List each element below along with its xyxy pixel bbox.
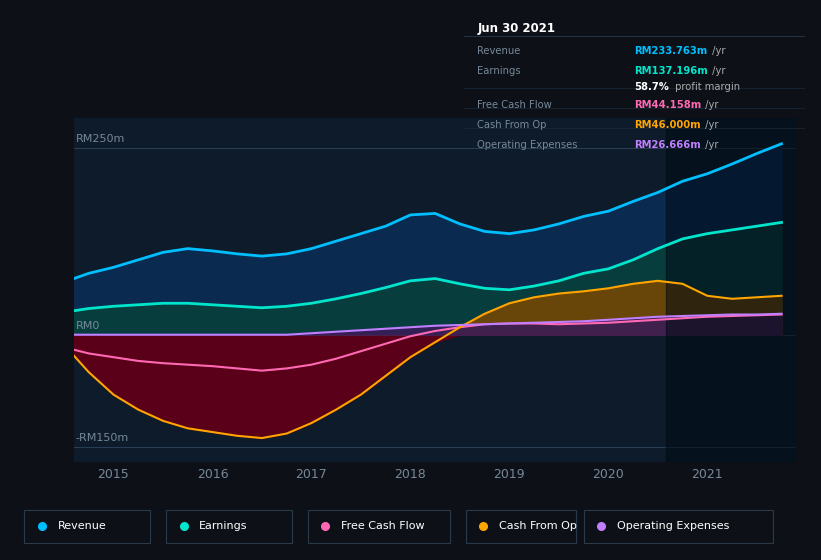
Text: /yr: /yr	[709, 66, 726, 76]
Text: Free Cash Flow: Free Cash Flow	[342, 521, 424, 531]
Text: Operating Expenses: Operating Expenses	[478, 140, 578, 150]
Text: RM0: RM0	[76, 321, 100, 331]
Text: Operating Expenses: Operating Expenses	[617, 521, 729, 531]
Text: /yr: /yr	[702, 100, 718, 110]
Text: Revenue: Revenue	[57, 521, 106, 531]
Text: RM137.196m: RM137.196m	[635, 66, 708, 76]
Text: /yr: /yr	[702, 120, 718, 130]
Text: /yr: /yr	[702, 140, 718, 150]
Text: RM233.763m: RM233.763m	[635, 46, 708, 56]
Text: Jun 30 2021: Jun 30 2021	[478, 22, 556, 35]
Text: RM26.666m: RM26.666m	[635, 140, 701, 150]
Text: -RM150m: -RM150m	[76, 433, 129, 444]
Text: 58.7%: 58.7%	[635, 82, 669, 92]
Bar	[666, 118, 796, 462]
Text: Earnings: Earnings	[478, 66, 521, 76]
Text: RM250m: RM250m	[76, 134, 126, 144]
Text: RM44.158m: RM44.158m	[635, 100, 701, 110]
Text: profit margin: profit margin	[672, 82, 740, 92]
Text: /yr: /yr	[709, 46, 726, 56]
Text: Earnings: Earnings	[200, 521, 248, 531]
Text: RM46.000m: RM46.000m	[635, 120, 701, 130]
Text: Revenue: Revenue	[478, 46, 521, 56]
Text: Cash From Op: Cash From Op	[478, 120, 547, 130]
Text: Cash From Op: Cash From Op	[499, 521, 576, 531]
Text: Free Cash Flow: Free Cash Flow	[478, 100, 553, 110]
